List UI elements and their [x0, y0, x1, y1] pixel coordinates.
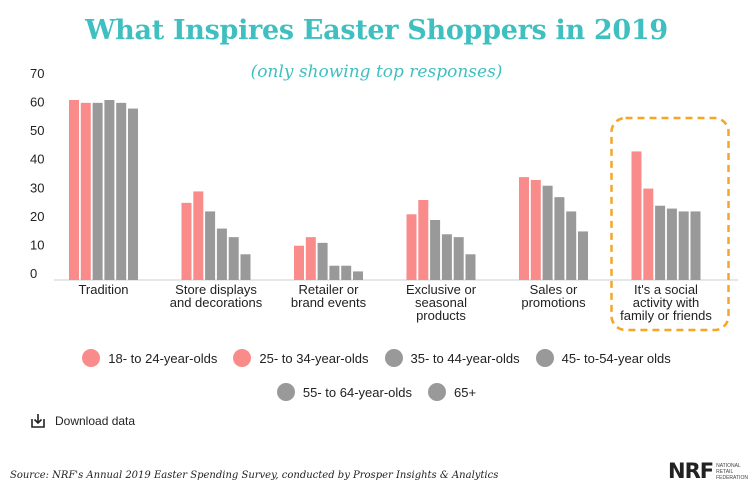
- bar: [92, 102, 103, 280]
- legend-label: 18- to 24-year-olds: [108, 350, 218, 366]
- bar: [80, 102, 91, 280]
- bar: [678, 211, 689, 280]
- bar: [341, 265, 352, 280]
- legend-item[interactable]: 35- to 44-year-olds: [384, 349, 520, 367]
- legend-item[interactable]: 25- to 34-year-olds: [233, 349, 369, 367]
- y-tick-label: 50: [30, 123, 44, 138]
- legend-swatch: [233, 349, 252, 367]
- legend-swatch: [82, 349, 101, 367]
- legend-item[interactable]: 45- to-54-year olds: [535, 349, 671, 367]
- highlight-box: [610, 116, 730, 332]
- bar: [519, 177, 529, 280]
- legend-swatch: [535, 349, 554, 367]
- bar: [666, 208, 677, 280]
- bar: [643, 188, 654, 280]
- bar: [655, 205, 666, 280]
- bar: [566, 211, 577, 280]
- nrf-logo: NRF NATIONAL RETAIL FEDERATION: [668, 461, 752, 482]
- legend-label: 55- to 64-year-olds: [302, 384, 413, 400]
- y-tick-label: 70: [30, 66, 44, 81]
- bar: [193, 191, 204, 280]
- bar: [317, 242, 328, 280]
- legend-label: 65+: [454, 384, 477, 400]
- legend-swatch: [276, 383, 295, 401]
- legend-label: 45- to-54-year olds: [561, 350, 671, 366]
- x-tick-label: family or friends: [620, 308, 712, 323]
- bar: [69, 100, 79, 280]
- y-tick-label: 0: [30, 266, 37, 281]
- bar: [205, 211, 216, 280]
- logo-mark: NRF: [668, 459, 714, 483]
- bar: [116, 102, 127, 280]
- legend-item[interactable]: 55- to 64-year-olds: [276, 383, 413, 401]
- source-note: Source: NRF's Annual 2019 Easter Spendin…: [10, 470, 499, 481]
- legend-row-1: 18- to 24-year-olds 25- to 34-year-olds …: [0, 349, 753, 367]
- x-tick-label: It's a social: [634, 282, 698, 297]
- x-tick-label: Exclusive or: [406, 282, 477, 297]
- x-tick-label: brand events: [291, 295, 367, 310]
- chart-subtitle: (only showing top responses): [250, 62, 503, 82]
- x-tick-label: products: [416, 308, 466, 323]
- legend-item[interactable]: 65+: [428, 383, 476, 401]
- download-label: Download data: [55, 414, 136, 428]
- bar: [453, 237, 464, 280]
- legend-swatch: [384, 349, 403, 367]
- bar-chart: 0 10 20 30 40 50 60 70 Tradition Store displaysan…: [30, 66, 738, 332]
- bar: [406, 214, 417, 280]
- bar: [128, 108, 138, 280]
- chart-title: What Inspires Easter Shoppers in 2019: [85, 15, 668, 46]
- x-tick-label: Store displays: [175, 282, 257, 297]
- legend-label: 25- to 34-year-olds: [259, 350, 369, 366]
- bar: [228, 237, 239, 280]
- bar: [240, 254, 251, 280]
- bar: [418, 200, 429, 280]
- legend-swatch: [428, 383, 447, 401]
- y-tick-label: 30: [30, 180, 44, 195]
- bar: [542, 185, 553, 280]
- bar: [465, 254, 476, 280]
- x-tick-label: activity with: [633, 295, 699, 310]
- legend-row-2: 55- to 64-year-olds 65+: [0, 383, 753, 401]
- bar: [530, 180, 541, 280]
- x-tick-label: promotions: [521, 295, 586, 310]
- bar: [631, 151, 642, 280]
- bar: [329, 265, 340, 280]
- x-tick-label: Tradition: [78, 282, 128, 297]
- x-tick-label: seasonal: [415, 295, 467, 310]
- bar: [216, 228, 227, 280]
- legend-item[interactable]: 18- to 24-year-olds: [82, 349, 217, 367]
- y-tick-label: 10: [30, 237, 44, 252]
- legend-label: 35- to 44-year-olds: [410, 350, 520, 366]
- y-tick-label: 40: [30, 152, 44, 167]
- download-data-button[interactable]: Download data: [30, 413, 135, 429]
- download-icon: [31, 414, 45, 428]
- bar: [104, 100, 115, 280]
- logo-small-text: NATIONAL RETAIL FEDERATION: [716, 462, 748, 481]
- bar: [690, 211, 701, 280]
- x-tick-label: Sales or: [530, 282, 578, 297]
- y-tick-label: 20: [30, 209, 44, 224]
- bar: [294, 245, 304, 280]
- y-tick-label: 60: [30, 95, 44, 110]
- bar: [554, 197, 565, 280]
- bar: [305, 237, 316, 280]
- bar: [441, 234, 452, 280]
- x-tick-label: and decorations: [170, 295, 263, 310]
- x-tick-label: Retailer or: [299, 282, 360, 297]
- bar: [578, 231, 588, 280]
- bar: [430, 220, 441, 280]
- bar: [353, 271, 363, 280]
- bar: [181, 202, 192, 280]
